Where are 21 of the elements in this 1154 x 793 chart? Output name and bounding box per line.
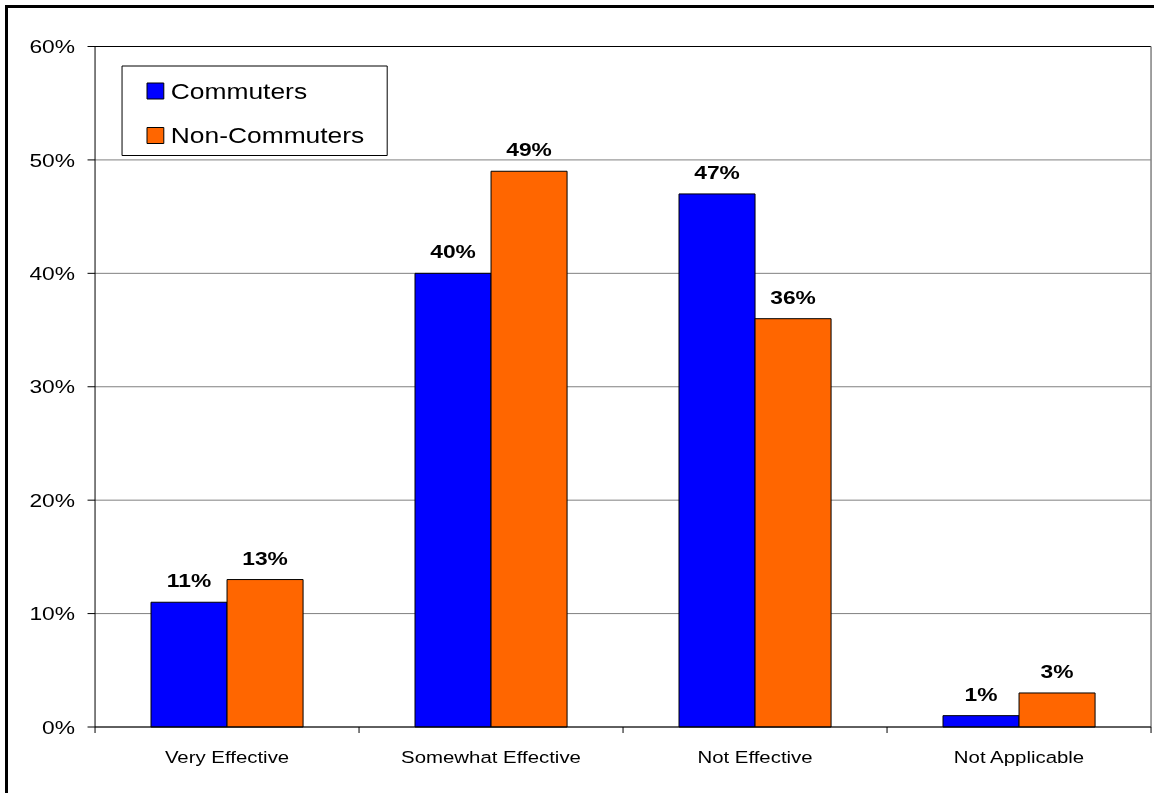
data-label: 1%	[964, 683, 998, 705]
x-tick-label: Very Effective	[164, 747, 290, 767]
legend-label: Non-Commuters	[170, 123, 365, 148]
data-label: 49%	[506, 139, 553, 160]
y-tick-label: 20%	[29, 489, 75, 511]
data-label: 40%	[430, 241, 477, 262]
data-label: 36%	[770, 286, 817, 308]
x-tick-label: Somewhat Effective	[401, 747, 581, 767]
y-tick-label: 40%	[29, 262, 75, 284]
legend-label: Commuters	[170, 78, 308, 104]
x-tick-label: Not Effective	[697, 747, 813, 767]
y-tick-label: 30%	[29, 376, 75, 398]
data-label: 13%	[242, 547, 289, 569]
data-label: 11%	[166, 570, 212, 591]
y-tick-label: 50%	[29, 149, 75, 171]
y-tick-label: 60%	[29, 35, 75, 57]
y-tick-label: 10%	[29, 603, 75, 624]
x-tick-label: Not Applicable	[953, 747, 1085, 767]
y-tick-label: 0%	[42, 716, 75, 738]
data-label: 3%	[1040, 660, 1074, 682]
data-label: 47%	[694, 161, 741, 183]
